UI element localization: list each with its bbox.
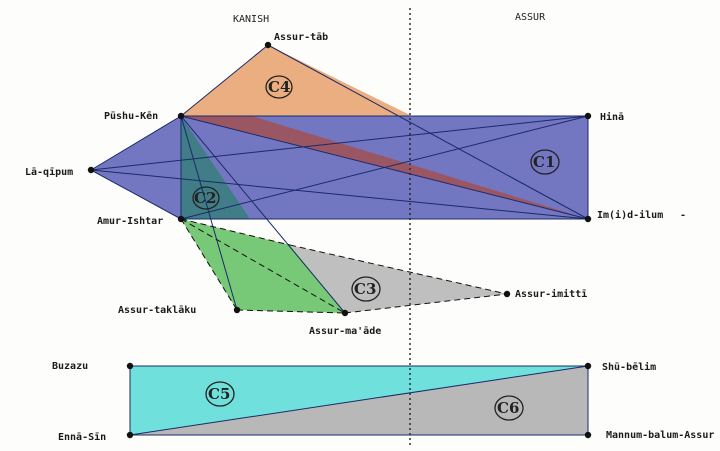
svg-text:C6: C6 xyxy=(497,399,519,417)
node-label-hina: Hinā xyxy=(600,111,624,123)
nodes xyxy=(87,41,592,439)
clique-c5-label: C5 xyxy=(205,381,235,407)
clique-c4-label: C4 xyxy=(265,75,293,99)
clique-c3-gray xyxy=(290,245,507,313)
edges xyxy=(90,44,589,436)
node-label-amur-ishtar: Amur-Ishtar xyxy=(97,216,163,227)
clique-c1-shape xyxy=(91,116,588,219)
clique-c4-shape xyxy=(181,45,412,116)
svg-text:C2: C2 xyxy=(194,189,216,207)
svg-text:C5: C5 xyxy=(208,385,230,403)
clique-c6-label: C6 xyxy=(494,395,524,421)
trailing-dash: - xyxy=(680,210,686,221)
node-label-la-qipum: Lā-qīpum xyxy=(25,167,73,178)
node-label-pushu-kin: Pūshu-Kēn xyxy=(104,111,158,122)
node-label-assur-tab: Assur-tāb xyxy=(274,32,328,43)
svg-text:C4: C4 xyxy=(268,78,290,96)
clique-c2-label: C2 xyxy=(192,186,220,210)
region-label-left: KANISH xyxy=(233,14,269,25)
clique-c2-shape xyxy=(181,116,250,219)
node-label-assur-mutappil: Assur-ma'āde xyxy=(309,326,381,337)
svg-text:C3: C3 xyxy=(354,280,376,298)
svg-text:C1: C1 xyxy=(533,153,555,171)
node-label-assur-taklaku: Assur-taklāku xyxy=(118,305,196,316)
node-label-assur-imitti: Assur-imittī xyxy=(515,288,587,300)
clique-c1-label: C1 xyxy=(530,149,560,175)
node-label-enna-sin: Ennā-Sīn xyxy=(58,432,106,443)
node-label-buzazu: Buzazu xyxy=(52,361,88,372)
clique-c3-label: C3 xyxy=(351,276,381,302)
node-label-mannum-balum-assur: Mannum-balum-Assur xyxy=(606,430,714,441)
node-label-imdilum: Im(i)d-ilum xyxy=(597,209,663,221)
node-label-shu-belim: Shū-bēlim xyxy=(602,361,656,373)
region-label-right: ASSUR xyxy=(515,12,546,23)
